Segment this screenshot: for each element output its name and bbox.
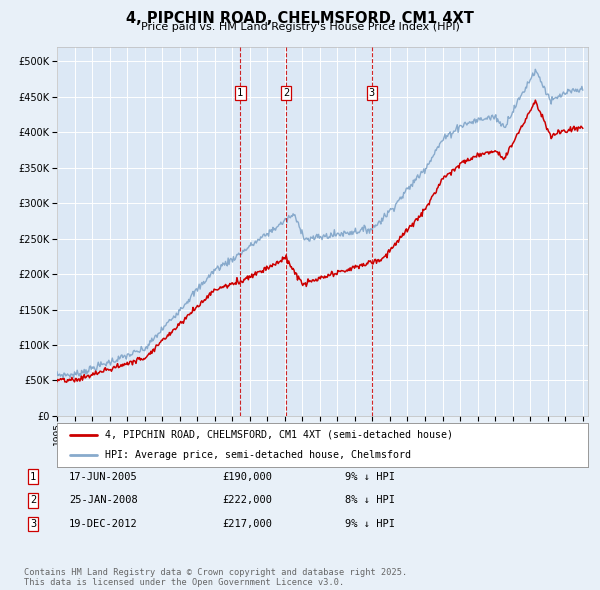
Text: 3: 3 [369, 88, 375, 99]
Text: 4, PIPCHIN ROAD, CHELMSFORD, CM1 4XT (semi-detached house): 4, PIPCHIN ROAD, CHELMSFORD, CM1 4XT (se… [105, 430, 453, 440]
Text: 9% ↓ HPI: 9% ↓ HPI [345, 472, 395, 481]
Text: 1: 1 [30, 472, 36, 481]
Text: 3: 3 [30, 519, 36, 529]
Text: 19-DEC-2012: 19-DEC-2012 [69, 519, 138, 529]
Text: Contains HM Land Registry data © Crown copyright and database right 2025.
This d: Contains HM Land Registry data © Crown c… [24, 568, 407, 587]
Text: 8% ↓ HPI: 8% ↓ HPI [345, 496, 395, 505]
Text: 25-JAN-2008: 25-JAN-2008 [69, 496, 138, 505]
Text: 2: 2 [30, 496, 36, 505]
Text: 17-JUN-2005: 17-JUN-2005 [69, 472, 138, 481]
Text: Price paid vs. HM Land Registry's House Price Index (HPI): Price paid vs. HM Land Registry's House … [140, 22, 460, 32]
Text: 1: 1 [237, 88, 244, 99]
Text: 4, PIPCHIN ROAD, CHELMSFORD, CM1 4XT: 4, PIPCHIN ROAD, CHELMSFORD, CM1 4XT [126, 11, 474, 25]
Text: HPI: Average price, semi-detached house, Chelmsford: HPI: Average price, semi-detached house,… [105, 450, 411, 460]
Text: £217,000: £217,000 [222, 519, 272, 529]
Text: 2: 2 [283, 88, 289, 99]
Text: 9% ↓ HPI: 9% ↓ HPI [345, 519, 395, 529]
Text: £222,000: £222,000 [222, 496, 272, 505]
Text: £190,000: £190,000 [222, 472, 272, 481]
